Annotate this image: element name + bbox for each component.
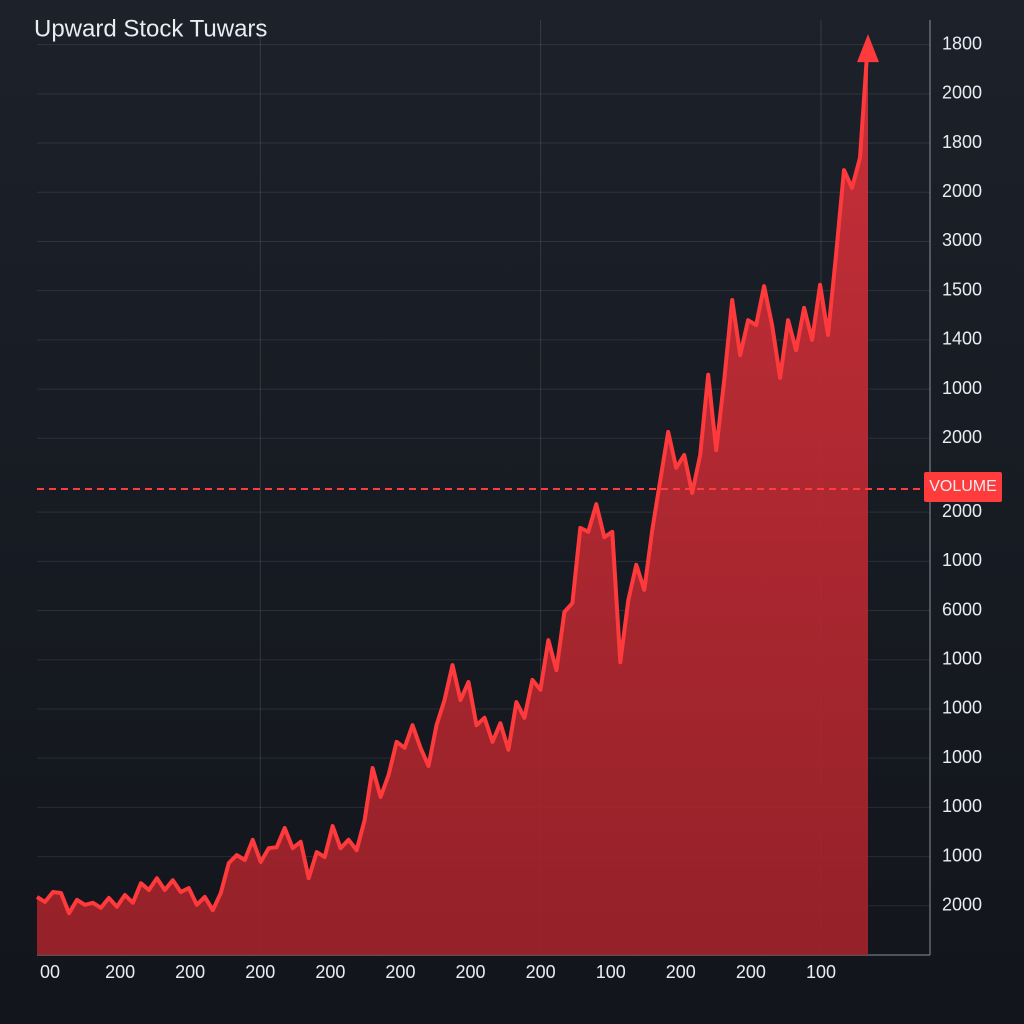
x-tick-label: 00	[40, 962, 60, 982]
area-fill	[37, 40, 868, 955]
x-tick-label: 100	[806, 962, 836, 982]
y-tick-label: 1500	[942, 279, 982, 299]
y-tick-label: 2000	[942, 427, 982, 447]
y-tick-label: 6000	[942, 599, 982, 619]
x-tick-label: 200	[315, 962, 345, 982]
y-tick-label: 1000	[942, 747, 982, 767]
arrow-head	[857, 34, 879, 63]
x-tick-label: 200	[736, 962, 766, 982]
y-tick-label: 1000	[942, 378, 982, 398]
y-tick-label: 1000	[942, 698, 982, 718]
reference-label: VOLUME	[929, 478, 997, 495]
y-tick-label: 2000	[942, 501, 982, 521]
x-tick-label: 200	[385, 962, 415, 982]
x-tick-label: 200	[526, 962, 556, 982]
x-tick-label: 200	[666, 962, 696, 982]
price-line	[35, 40, 870, 916]
y-tick-label: 2000	[942, 895, 982, 915]
y-tick-label: 1000	[942, 550, 982, 570]
x-tick-label: 200	[175, 962, 205, 982]
x-tick-label: 100	[596, 962, 626, 982]
y-tick-label: 1800	[942, 33, 982, 53]
y-tick-label: 1000	[942, 796, 982, 816]
y-tick-label: 1400	[942, 329, 982, 349]
x-tick-label: 200	[105, 962, 135, 982]
y-tick-label: 3000	[942, 230, 982, 250]
x-tick-label: 200	[245, 962, 275, 982]
x-tick-label: 200	[456, 962, 486, 982]
y-tick-label: 1000	[942, 648, 982, 668]
chart-title: Upward Stock Tuwars	[34, 15, 267, 42]
reference-badge	[924, 471, 1002, 502]
y-tick-label: 1000	[942, 845, 982, 865]
y-tick-label: 2000	[942, 181, 982, 201]
y-tick-label: 2000	[942, 83, 982, 103]
y-tick-label: 1800	[942, 132, 982, 152]
